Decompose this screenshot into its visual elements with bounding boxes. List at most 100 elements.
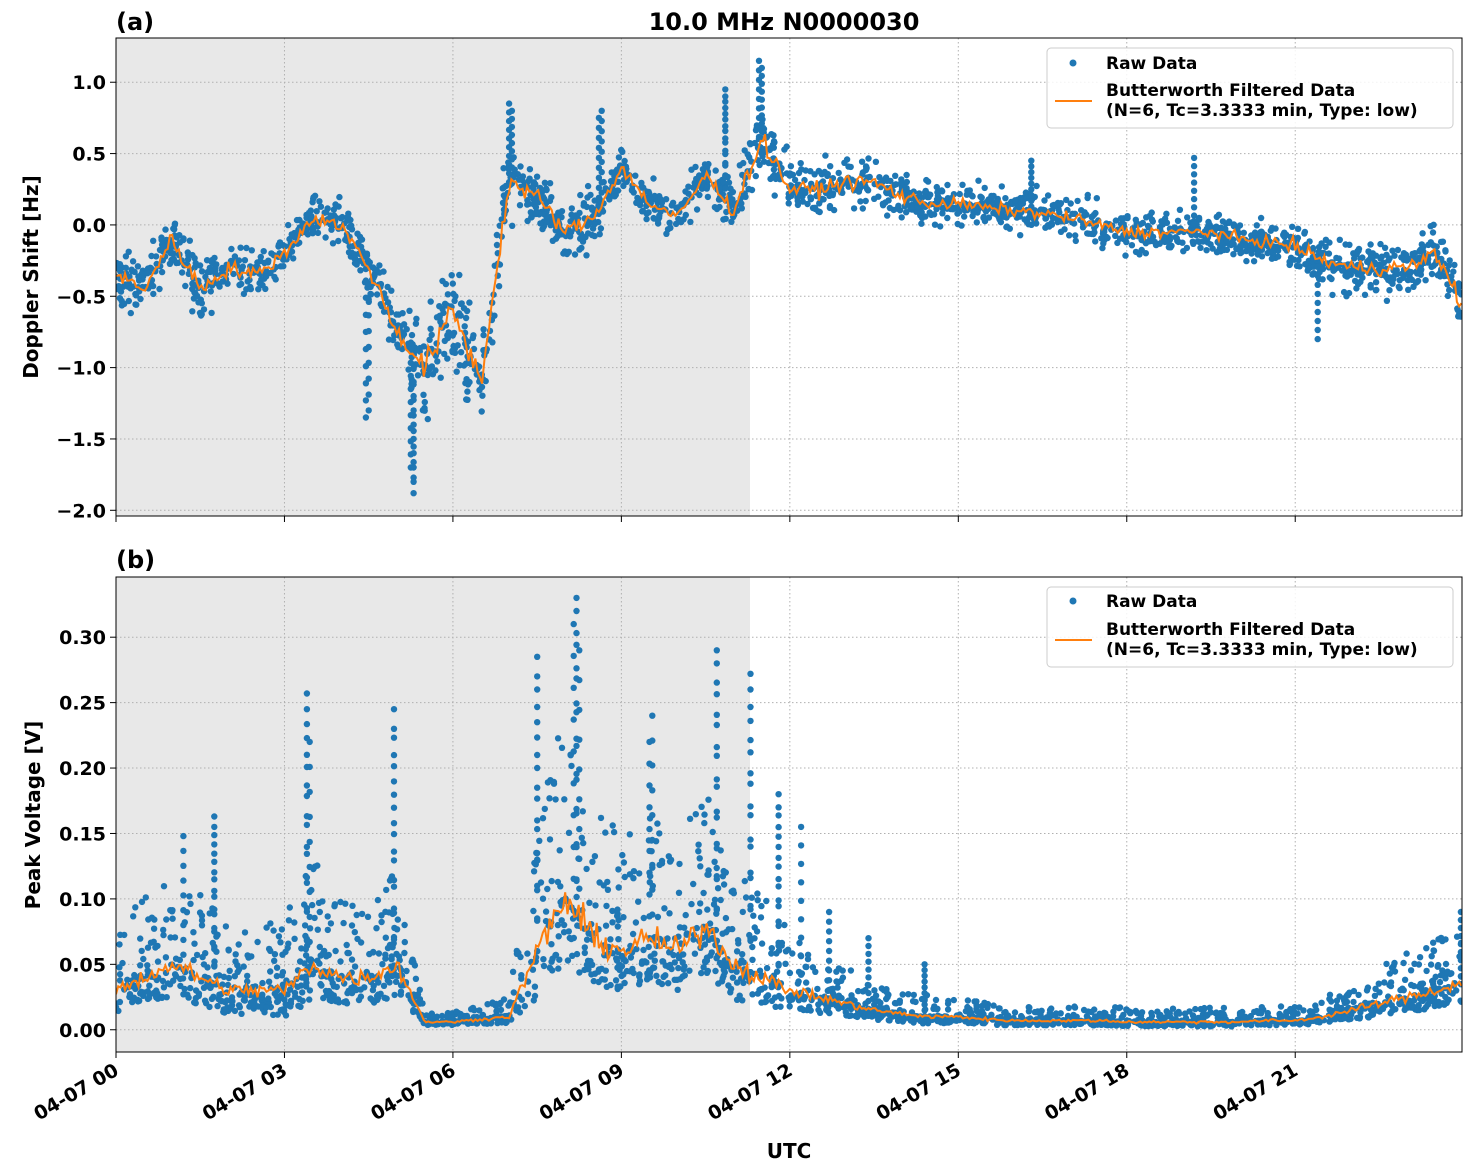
raw-data-point: [325, 951, 332, 959]
raw-data-point: [981, 1020, 988, 1027]
raw-data-point: [391, 991, 398, 999]
raw-data-point: [1248, 1021, 1255, 1029]
raw-data-point: [589, 961, 596, 968]
raw-data-point: [768, 950, 775, 957]
raw-data-point: [661, 905, 668, 912]
raw-data-point: [1067, 200, 1074, 207]
raw-data-point: [1390, 273, 1397, 281]
raw-data-point: [408, 331, 416, 339]
raw-data-point: [956, 190, 963, 198]
raw-data-point: [303, 979, 310, 986]
raw-data-point: [965, 1019, 972, 1027]
raw-data-point: [781, 146, 788, 153]
raw-data-point: [700, 889, 707, 897]
legend-label-raw: Raw Data: [1106, 592, 1197, 612]
raw-data-point-outlier: [825, 967, 833, 974]
raw-data-point-outlier: [825, 957, 833, 964]
raw-data-point: [761, 998, 769, 1006]
raw-data-point: [134, 263, 142, 270]
raw-data-point: [335, 237, 342, 245]
raw-data-point-outlier: [758, 72, 765, 80]
raw-data-point: [720, 966, 727, 974]
raw-data-point-outlier: [713, 721, 720, 729]
raw-data-point: [1451, 261, 1458, 269]
raw-data-point: [690, 880, 697, 888]
raw-data-point: [588, 971, 595, 978]
raw-data-point: [847, 1012, 854, 1019]
raw-data-point: [1091, 229, 1098, 236]
raw-data-point: [1215, 211, 1223, 218]
raw-data-point-outlier: [825, 938, 833, 945]
raw-data-point: [937, 223, 944, 230]
raw-data-point: [456, 271, 463, 279]
raw-data-point: [619, 851, 626, 859]
raw-data-point: [328, 226, 335, 233]
raw-data-point: [1214, 1014, 1222, 1022]
raw-data-point-outlier: [921, 989, 928, 997]
raw-data-point: [691, 179, 698, 187]
raw-data-point: [478, 408, 485, 415]
raw-data-point: [1070, 220, 1078, 227]
raw-data-point: [353, 986, 361, 993]
raw-data-point: [1254, 249, 1262, 256]
raw-data-point: [919, 194, 926, 201]
raw-data-point-outlier: [747, 937, 754, 944]
raw-data-point: [185, 994, 192, 1001]
raw-data-point: [733, 948, 741, 955]
raw-data-point: [493, 241, 501, 249]
raw-data-point: [332, 201, 339, 208]
raw-data-point: [757, 914, 765, 921]
raw-data-point: [397, 982, 405, 989]
raw-data-point-outlier: [211, 858, 218, 865]
raw-data-point: [307, 215, 315, 222]
raw-data-point-outlier: [365, 327, 372, 335]
raw-data-point-outlier: [921, 978, 928, 985]
raw-data-point: [701, 941, 709, 948]
raw-data-point: [1169, 1021, 1177, 1029]
raw-data-point: [1356, 1013, 1364, 1021]
raw-data-point: [990, 192, 997, 200]
raw-data-point: [278, 926, 286, 933]
raw-data-point-outlier: [534, 882, 541, 889]
plot-area-b: 0.000.050.100.150.200.250.30: [59, 576, 1463, 1058]
raw-data-point-outlier: [797, 823, 805, 831]
raw-data-point: [723, 208, 730, 216]
raw-data-point: [569, 952, 576, 959]
raw-data-point: [428, 331, 435, 339]
raw-data-point: [196, 909, 204, 916]
raw-data-point-outlier: [747, 906, 754, 913]
raw-data-point-outlier: [646, 847, 653, 855]
raw-data-point-outlier: [306, 763, 313, 771]
raw-data-point: [1218, 224, 1225, 231]
raw-data-point: [1280, 231, 1287, 238]
raw-data-point: [285, 917, 293, 924]
raw-data-point: [614, 923, 621, 930]
raw-data-point-outlier: [775, 833, 782, 840]
raw-data-point: [152, 253, 160, 260]
raw-data-point: [665, 980, 672, 987]
raw-data-point: [1253, 222, 1261, 229]
figure-title: 10.0 MHz N0000030: [649, 8, 920, 36]
legend-b: Raw Data Butterworth Filtered Data (N=6,…: [1046, 586, 1454, 668]
raw-data-point: [330, 206, 337, 213]
raw-data-point-outlier: [595, 184, 603, 191]
raw-data-point-outlier: [211, 887, 218, 895]
plot-area-a: 1.00.50.0−0.5−1.0−1.5−2.0: [56, 37, 1463, 522]
raw-data-point: [454, 342, 461, 349]
raw-data-point-outlier: [1314, 281, 1321, 288]
raw-data-point: [629, 930, 637, 938]
raw-data-point: [406, 307, 413, 314]
panel-label-a: (a): [116, 8, 154, 36]
raw-data-point: [764, 992, 772, 999]
raw-data-point: [878, 985, 885, 992]
raw-data-point: [125, 297, 132, 305]
raw-data-point: [232, 958, 239, 965]
raw-data-point: [557, 898, 564, 906]
raw-data-point: [1391, 968, 1399, 975]
raw-data-point: [812, 968, 819, 975]
raw-data-point: [680, 951, 687, 958]
raw-data-point-outlier: [598, 179, 605, 186]
raw-data-point: [195, 299, 202, 306]
raw-data-point: [521, 1002, 528, 1010]
raw-data-point: [675, 889, 683, 896]
